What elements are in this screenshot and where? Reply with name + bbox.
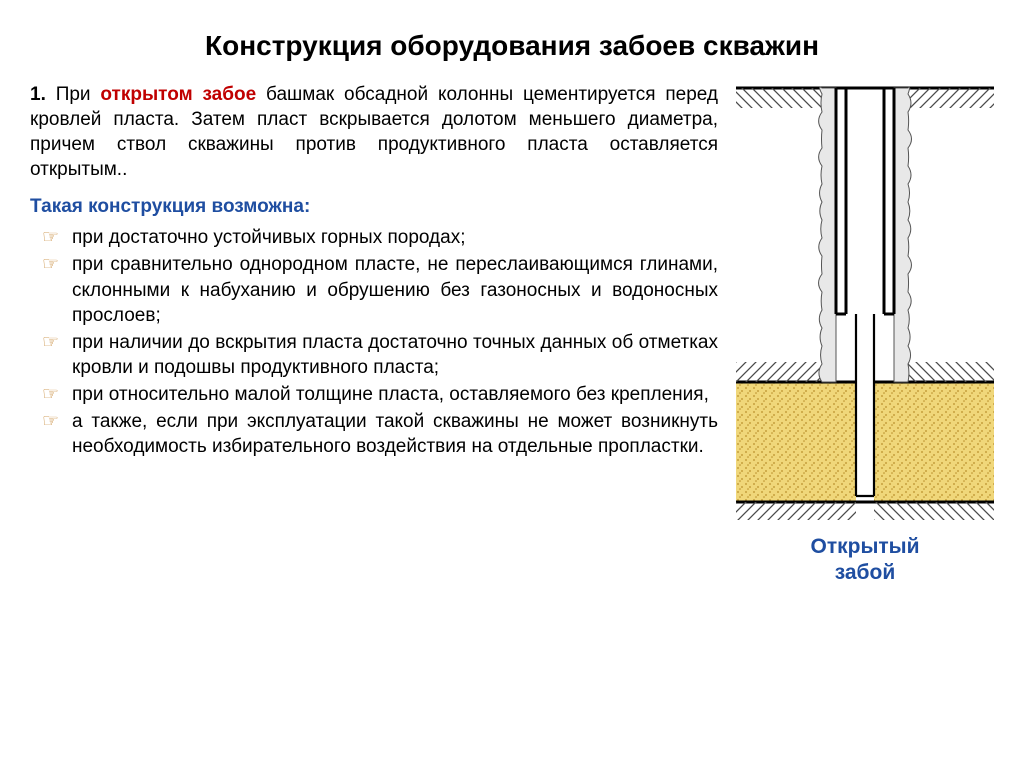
- bullet-list: при достаточно устойчивых горных породах…: [30, 225, 718, 459]
- well-diagram: [736, 82, 994, 522]
- paragraph-1: 1. При открытом забое башмак обсадной ко…: [30, 82, 718, 182]
- bullet-item: а также, если при эксплуатации такой скв…: [72, 409, 718, 459]
- bullet-item: при наличии до вскрытия пласта достаточн…: [72, 330, 718, 380]
- para1-number: 1.: [30, 84, 46, 105]
- diagram-column: Открытый забой: [736, 82, 994, 587]
- bullet-item: при относительно малой толщине пласта, о…: [72, 382, 718, 407]
- caption-line1: Открытый: [810, 535, 919, 558]
- para1-highlight: открытом забое: [100, 84, 256, 105]
- caption-line2: забой: [835, 561, 896, 584]
- content-row: 1. При открытом забое башмак обсадной ко…: [30, 82, 994, 587]
- subheading: Такая конструкция возможна:: [30, 194, 718, 219]
- bullet-item: при сравнительно однородном пласте, не п…: [72, 252, 718, 327]
- para1-lead: При: [46, 84, 101, 105]
- text-column: 1. При открытом забое башмак обсадной ко…: [30, 82, 718, 587]
- page-title: Конструкция оборудования забоев скважин: [30, 30, 994, 62]
- diagram-caption: Открытый забой: [810, 534, 919, 587]
- bullet-item: при достаточно устойчивых горных породах…: [72, 225, 718, 250]
